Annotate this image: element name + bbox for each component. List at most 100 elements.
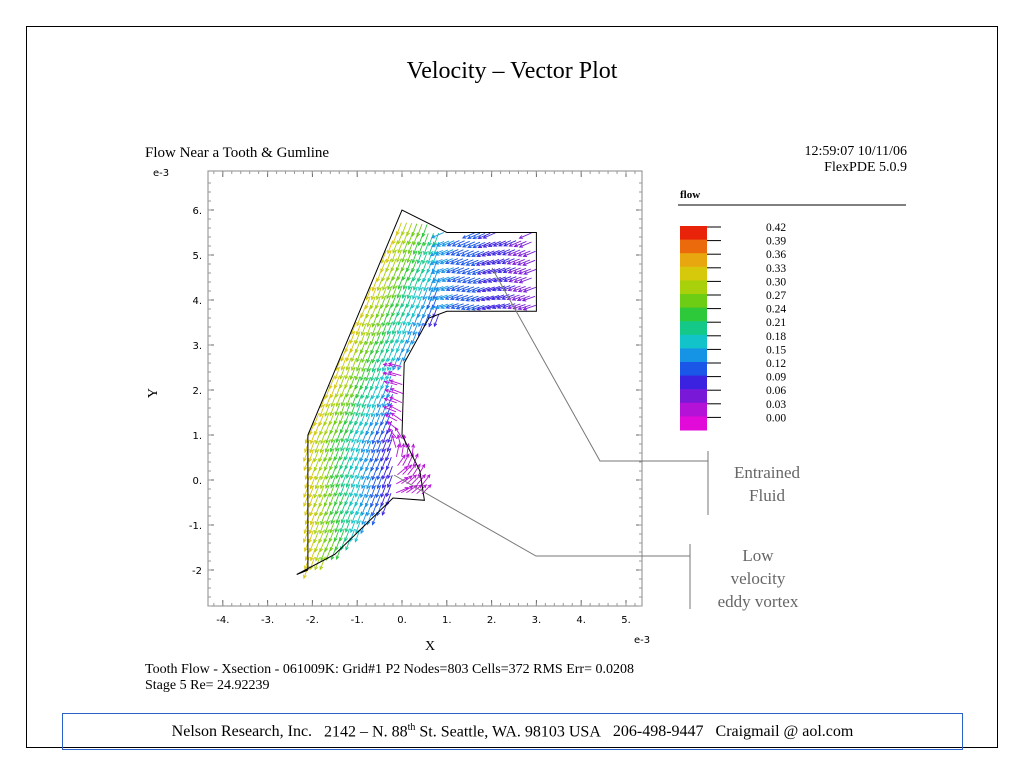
legend-swatch [680,266,707,281]
vector-arrow [319,458,325,471]
vector-arrowhead [354,457,359,462]
legend-label: 0.03 [766,399,786,411]
vector-arrow [396,249,403,262]
vector-arrow [386,340,392,353]
vector-arrowhead [364,304,369,310]
vector-arrow [349,375,356,389]
vector-arrowhead [344,420,348,425]
vector-arrowhead [385,465,390,471]
vector-arrow [514,276,527,283]
vector-arrowhead [439,296,444,300]
vector-arrow [324,448,330,462]
vector-arrowhead [370,413,375,418]
vector-arrowhead [434,296,439,301]
x-tick-label: 0. [397,615,407,626]
vector-arrowhead [371,476,376,481]
vector-arrowhead [430,270,435,274]
vector-arrowhead [380,385,385,390]
vector-arrowhead [385,303,390,309]
vector-arrow [360,484,366,498]
vector-arrowhead [323,421,328,426]
vector-arrowhead [325,439,330,444]
x-tick-label: 2. [487,615,497,626]
vector-arrowhead [318,493,323,499]
vector-arrowhead [319,430,324,436]
vector-arrow [406,443,409,457]
vector-arrowhead [417,241,422,247]
vector-arrow [336,510,342,524]
vector-arrowhead [382,371,387,376]
vector-arrowhead [517,270,523,275]
vector-arrow [365,485,371,498]
vector-arrowhead [491,287,497,292]
vector-arrow [396,294,402,307]
vector-arrowhead [314,431,318,436]
vector-arrow [455,294,469,301]
vector-arrowhead [390,412,395,417]
vector-arrowhead [386,393,391,399]
vector-arrowhead [328,537,333,543]
vector-arrowhead [309,520,314,526]
vector-arrow [428,233,434,246]
vector-arrowhead [376,394,381,400]
legend: 0.42 0.390.36 0.330.30 0.27 0.240.21 0.180.15… [680,222,786,431]
vector-arrow [314,458,320,471]
vector-arrow [309,521,315,534]
vector-arrowhead [314,449,319,454]
vector-arrowhead [414,453,419,458]
vector-arrow [431,232,444,239]
vector-arrow [413,241,419,255]
vector-arrow [397,276,404,289]
vector-arrow [385,448,392,461]
vector-arrow [407,464,417,476]
vector-arrow [381,439,388,453]
vector-arrow [335,420,341,434]
vector-arrowhead [518,244,524,248]
vector-arrowhead [323,538,328,543]
vector-arrow [361,394,368,408]
callout-eddy-line3: eddy vortex [718,592,799,611]
vector-arrow [483,241,496,248]
vector-arrow [370,494,376,507]
vector-arrowhead [303,502,307,508]
vector-arrowhead [385,267,390,273]
vector-arrow [356,475,362,488]
vector-arrowhead [345,429,349,434]
vector-arrowhead [375,421,379,427]
vector-arrowhead [335,519,340,524]
vector-arrow [401,258,407,272]
vector-arrowhead [417,295,421,301]
vector-arrowhead [313,539,318,544]
vector-arrow [518,304,531,310]
y-exponent-label: e-3 [153,168,169,179]
legend-swatch [680,416,707,431]
vector-arrow [451,303,464,309]
vector-arrowhead [315,440,319,445]
vector-arrowhead [421,463,426,468]
vector-arrowhead [366,322,371,328]
vector-arrowhead [387,357,391,363]
vector-arrowhead [360,376,364,382]
vector-arrow [517,295,531,301]
vector-arrow [472,268,485,275]
vector-arrow [360,493,366,507]
vector-arrow [329,457,336,470]
vector-arrowhead [339,429,344,434]
vector-arrowhead [394,426,399,432]
vector-arrowhead [356,475,360,480]
vector-arrowhead [376,484,381,490]
vector-arrow [461,250,474,257]
vector-arrow [355,340,361,353]
vector-arrowhead [365,466,369,472]
vector-arrow [349,447,356,461]
vector-arrowhead [445,269,451,274]
vector-arrow [457,240,470,247]
vector-arrow [371,359,378,372]
vector-arrowhead [370,314,375,319]
vector-arrowhead [380,376,385,381]
vector-arrow [330,475,337,488]
vector-arrowhead [395,303,400,308]
vector-arrow [508,267,521,274]
vector-arrow [518,286,531,292]
vector-arrowhead [383,397,388,402]
